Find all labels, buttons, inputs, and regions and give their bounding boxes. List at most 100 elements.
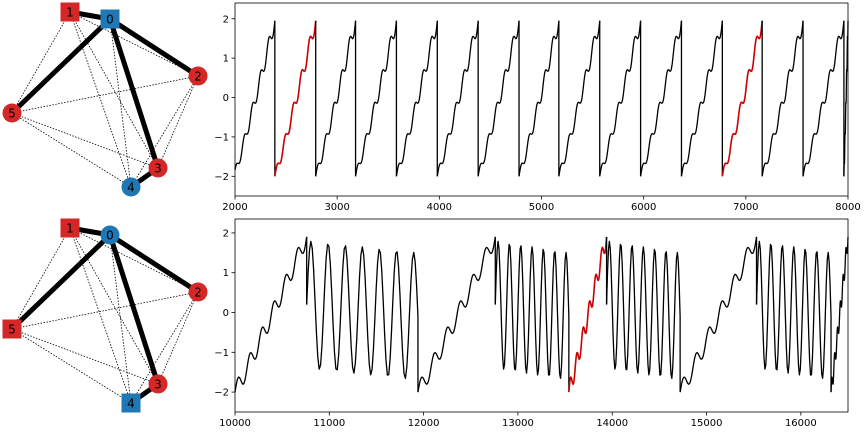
node-3-label: 3 xyxy=(154,378,162,392)
y-tick-label--1: −1 xyxy=(214,132,229,143)
node-0-marker xyxy=(100,225,120,245)
x-tick-label-4000: 4000 xyxy=(427,202,452,213)
signal-segment xyxy=(234,20,276,171)
signal-segment xyxy=(315,20,357,177)
node-1-marker xyxy=(60,2,80,22)
node-0-marker xyxy=(100,9,120,29)
x-tick-label-12000: 12000 xyxy=(408,418,440,429)
axes-frame xyxy=(234,218,849,413)
node-2-marker xyxy=(188,66,208,86)
strong-edge-0-2 xyxy=(107,232,201,295)
signal-segment xyxy=(395,20,438,177)
strong-edge-0-5 xyxy=(9,232,113,332)
node-5-label: 5 xyxy=(8,323,16,337)
x-tick-label-14000: 14000 xyxy=(596,418,628,429)
signal-segment xyxy=(436,20,479,177)
y-tick-label--1: −1 xyxy=(214,348,229,359)
strong-edge-0-2 xyxy=(107,16,201,79)
node-4-marker xyxy=(121,393,141,413)
signal-segment xyxy=(417,236,496,393)
x-tick-label-7000: 7000 xyxy=(733,202,758,213)
node-4-label: 4 xyxy=(127,397,135,411)
node-4-marker xyxy=(121,177,141,197)
weak-edge-0-4 xyxy=(109,234,132,404)
weak-edge-2-4 xyxy=(130,75,199,188)
network-graph-top: 0 1 2 3 4 5 xyxy=(2,2,208,197)
weak-edge-4-5 xyxy=(11,328,132,404)
node-5-marker xyxy=(2,319,22,339)
strong-edge-0-5 xyxy=(9,16,113,116)
node-2-marker xyxy=(188,282,208,302)
x-tick-label-13000: 13000 xyxy=(502,418,534,429)
y-tick-label--2: −2 xyxy=(214,172,229,183)
node-3-label: 3 xyxy=(154,162,162,176)
signal-segment xyxy=(830,236,849,393)
time-series-chart-bottom: 10000 11000 12000 13000 14000 15000 16000 −2 −1 0… xyxy=(214,218,849,429)
weak-edge-1-5 xyxy=(11,227,71,330)
highlighted-segment xyxy=(274,20,317,177)
network-graph-bottom: 0 1 2 3 4 5 xyxy=(2,218,208,413)
weak-edge-0-4 xyxy=(109,18,132,188)
highlighted-segment xyxy=(721,20,763,177)
weak-edge-3-5 xyxy=(11,328,159,385)
x-tick-label-15000: 15000 xyxy=(691,418,723,429)
signal-segment xyxy=(306,240,419,380)
signal-segment xyxy=(843,20,849,177)
x-tick-label-10000: 10000 xyxy=(219,418,251,429)
signal-segment xyxy=(605,240,681,380)
x-tick-label-3000: 3000 xyxy=(324,202,349,213)
y-tick-label-2: 2 xyxy=(223,14,229,25)
y-tick-label-0: 0 xyxy=(223,93,229,104)
x-tick-label-5000: 5000 xyxy=(529,202,554,213)
strong-edge-0-3 xyxy=(107,16,161,171)
signal-segment xyxy=(477,20,520,177)
signal-segment xyxy=(755,240,832,380)
x-tick-label-8000: 8000 xyxy=(835,202,860,213)
y-tick-label-2: 2 xyxy=(223,228,229,239)
signal-segment xyxy=(494,240,570,380)
x-tick-label-6000: 6000 xyxy=(631,202,656,213)
x-tick-label-16000: 16000 xyxy=(785,418,817,429)
y-tick-label-1: 1 xyxy=(223,268,229,279)
signal-segment xyxy=(234,236,308,393)
y-tick-label-1: 1 xyxy=(223,54,229,65)
node-4-label: 4 xyxy=(127,181,135,195)
weak-edge-2-3 xyxy=(157,75,199,169)
weak-edge-1-4 xyxy=(69,227,132,404)
signal-segment xyxy=(639,20,683,177)
signal-segment xyxy=(761,20,804,177)
node-0-label: 0 xyxy=(106,13,114,27)
signal-segment xyxy=(558,20,601,177)
weak-edge-2-4 xyxy=(130,291,199,404)
x-tick-label-2000: 2000 xyxy=(222,202,247,213)
node-5-label: 5 xyxy=(8,107,16,121)
weak-edge-2-5 xyxy=(11,75,199,114)
highlighted-segment xyxy=(568,236,608,393)
y-tick-label--2: −2 xyxy=(214,388,229,399)
signal-segment xyxy=(679,236,758,393)
weak-edge-1-4 xyxy=(69,11,132,188)
weak-edge-2-3 xyxy=(157,291,199,385)
y-tick-label-0: 0 xyxy=(223,308,229,319)
node-3-marker xyxy=(148,158,168,178)
node-1-label: 1 xyxy=(66,6,74,20)
node-0-label: 0 xyxy=(106,229,114,243)
weak-edge-2-5 xyxy=(11,291,199,330)
node-1-marker xyxy=(60,218,80,238)
x-tick-label-11000: 11000 xyxy=(313,418,345,429)
signal-segment xyxy=(599,20,642,177)
node-1-label: 1 xyxy=(66,222,74,236)
weak-edge-3-5 xyxy=(11,112,159,169)
signal-segment xyxy=(518,20,560,177)
time-series-chart-top: 2000 3000 4000 5000 6000 7000 8000 −2 −1 0 1 2 xyxy=(214,2,861,213)
strong-edge-0-3 xyxy=(107,232,161,387)
weak-edge-4-5 xyxy=(11,112,132,188)
signal-segment xyxy=(354,20,398,177)
signal-segment xyxy=(680,20,723,177)
signal-segment xyxy=(802,20,845,177)
node-3-marker xyxy=(148,374,168,394)
node-2-label: 2 xyxy=(194,70,202,84)
node-5-marker xyxy=(2,103,22,123)
weak-edge-1-5 xyxy=(11,11,71,114)
